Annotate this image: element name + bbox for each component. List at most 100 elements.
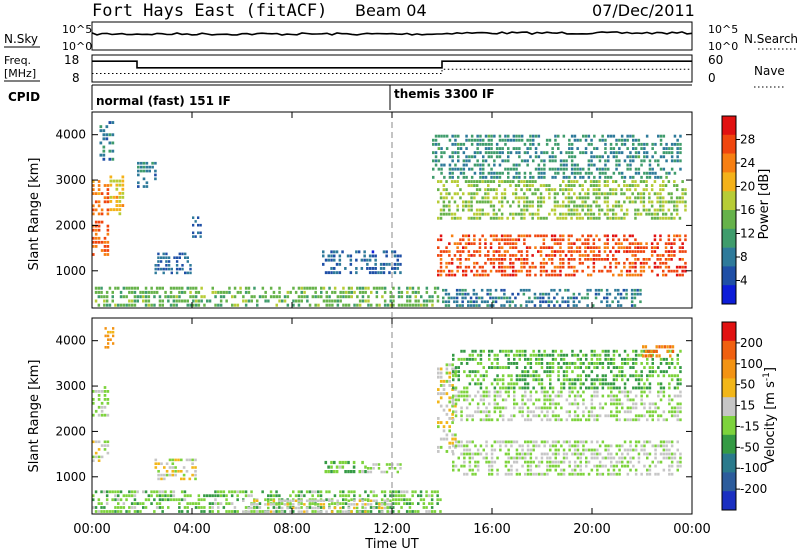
colorbar-swatch: [722, 397, 736, 417]
data-cell: [593, 349, 596, 353]
data-cell: [573, 440, 577, 444]
data-cell: [350, 490, 353, 494]
data-cell: [634, 212, 637, 216]
data-cell: [442, 269, 446, 273]
data-cell: [122, 303, 126, 307]
data-cell: [430, 494, 434, 498]
data-cell: [479, 452, 483, 456]
data-cell: [109, 200, 113, 203]
data-cell: [320, 286, 323, 290]
data-cell: [325, 498, 328, 502]
data-cell: [508, 304, 512, 307]
data-cell: [573, 192, 576, 196]
data-cell: [554, 357, 557, 361]
data-cell: [525, 254, 529, 257]
data-cell: [579, 452, 582, 456]
data-cell: [525, 250, 529, 253]
data-cell: [537, 212, 540, 216]
data-cell: [264, 503, 267, 506]
data-cell: [133, 494, 137, 498]
data-cell: [452, 357, 455, 361]
data-cell: [150, 502, 153, 505]
data-cell: [590, 452, 594, 456]
data-cell: [92, 188, 95, 191]
data-cell: [507, 362, 510, 365]
data-cell: [478, 254, 482, 257]
data-cell: [523, 238, 526, 242]
data-cell: [364, 465, 367, 469]
data-cell: [92, 224, 95, 228]
data-cell: [314, 303, 317, 307]
data-cell: [528, 180, 532, 183]
data-cell: [590, 362, 594, 365]
data-cell: [612, 472, 616, 476]
data-cell: [476, 448, 480, 452]
data-cell: [192, 216, 195, 219]
data-cell: [174, 458, 177, 462]
data-cell: [388, 271, 391, 275]
data-cell: [194, 473, 197, 477]
data-cell: [556, 192, 559, 196]
data-cell: [618, 151, 621, 155]
data-cell: [244, 494, 248, 498]
data-cell: [369, 470, 373, 474]
data-cell: [598, 167, 602, 171]
data-cell: [439, 510, 442, 513]
data-cell: [177, 458, 180, 462]
data-cell: [97, 220, 101, 224]
data-cell: [250, 299, 253, 303]
data-cell: [222, 506, 226, 509]
data-cell: [625, 288, 628, 292]
data-cell: [122, 295, 126, 299]
data-cell: [539, 204, 543, 208]
data-cell: [600, 258, 604, 261]
data-cell: [675, 234, 679, 238]
data-cell: [567, 200, 571, 204]
data-cell: [297, 490, 301, 494]
data-cell: [468, 456, 472, 460]
data-cell: [411, 490, 414, 494]
colorbar-tick-label: 16: [740, 203, 755, 217]
data-cell: [92, 494, 95, 498]
data-cell: [670, 258, 673, 261]
data-cell: [489, 288, 492, 292]
data-cell: [448, 242, 451, 245]
data-cell: [236, 290, 240, 294]
data-cell: [490, 448, 494, 452]
data-cell: [673, 250, 676, 253]
data-cell: [448, 363, 451, 367]
data-cell: [133, 303, 137, 307]
data-cell: [451, 171, 454, 175]
data-cell: [408, 502, 412, 505]
data-cell: [147, 303, 151, 307]
data-cell: [651, 444, 654, 448]
data-cell: [106, 212, 110, 216]
data-cell: [537, 204, 540, 208]
data-cell: [603, 192, 607, 196]
data-cell: [676, 155, 679, 159]
data-cell: [604, 378, 607, 382]
data-cell: [454, 402, 458, 406]
data-cell: [509, 242, 512, 245]
data-cell: [540, 386, 544, 390]
data-cell: [454, 142, 457, 146]
data-cell: [377, 463, 381, 466]
data-cell: [501, 138, 504, 142]
velocity-colorbar-label: Velocity [m s-1]: [762, 367, 778, 465]
data-cell: [532, 353, 535, 357]
data-cell: [473, 261, 476, 265]
data-cell: [570, 258, 573, 261]
data-cell: [452, 452, 455, 456]
data-cell: [481, 269, 484, 273]
data-cell: [668, 456, 671, 460]
data-cell: [439, 396, 443, 400]
data-cell: [578, 212, 582, 216]
data-cell: [403, 502, 406, 505]
data-cell: [606, 208, 609, 212]
data-cell: [650, 250, 654, 253]
data-cell: [606, 192, 609, 196]
data-cell: [169, 490, 173, 494]
data-cell: [128, 290, 131, 294]
data-cell: [470, 167, 474, 171]
data-cell: [158, 498, 162, 502]
